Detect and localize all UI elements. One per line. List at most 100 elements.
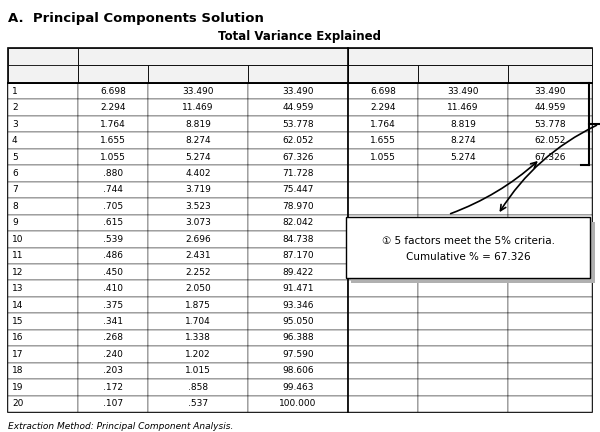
Bar [248, 65, 348, 83]
Bar [8, 99, 78, 116]
Bar [248, 99, 348, 116]
Bar [418, 182, 508, 198]
Bar [8, 83, 78, 99]
Text: 1.764: 1.764 [370, 120, 396, 129]
Bar [148, 83, 248, 99]
Bar [8, 231, 78, 248]
Bar [508, 215, 592, 231]
Bar [348, 280, 418, 297]
Text: 11: 11 [12, 251, 23, 260]
Bar [508, 99, 592, 116]
Text: .240: .240 [103, 350, 123, 359]
Text: 87.170: 87.170 [282, 251, 314, 260]
Bar [148, 396, 248, 412]
Text: 2: 2 [12, 103, 17, 112]
Bar [248, 116, 348, 132]
Bar [348, 65, 418, 83]
Text: .203: .203 [103, 366, 123, 375]
Bar [78, 297, 148, 313]
Text: 1.655: 1.655 [100, 136, 126, 145]
Bar [8, 198, 78, 215]
Bar [148, 346, 248, 362]
Text: 6.698: 6.698 [100, 87, 126, 96]
Bar [248, 264, 348, 280]
Text: 8.274: 8.274 [450, 136, 476, 145]
Text: 75.447: 75.447 [283, 185, 314, 194]
Bar [508, 313, 592, 330]
Text: .880: .880 [103, 169, 123, 178]
Text: .268: .268 [103, 334, 123, 343]
Bar [8, 313, 78, 330]
Bar [8, 132, 78, 149]
Bar [418, 264, 508, 280]
Bar [418, 215, 508, 231]
Bar [248, 198, 348, 215]
Bar [418, 313, 508, 330]
Bar [78, 48, 348, 65]
Text: 3.719: 3.719 [185, 185, 211, 194]
Bar [78, 65, 148, 83]
Bar [348, 264, 418, 280]
Bar [148, 132, 248, 149]
Bar [348, 362, 418, 379]
Bar [248, 379, 348, 396]
Text: 62.052: 62.052 [283, 136, 314, 145]
Text: 8: 8 [12, 202, 18, 211]
Bar [348, 215, 418, 231]
Bar [348, 132, 418, 149]
Text: .615: .615 [103, 218, 123, 227]
Text: 17: 17 [12, 350, 23, 359]
Bar [148, 297, 248, 313]
Text: .539: .539 [103, 235, 123, 244]
Text: 5.274: 5.274 [450, 152, 476, 162]
Bar [148, 165, 248, 182]
Text: .107: .107 [103, 399, 123, 408]
Text: 33.490: 33.490 [282, 87, 314, 96]
Text: 1.704: 1.704 [185, 317, 211, 326]
Text: 100.000: 100.000 [280, 399, 317, 408]
Bar [348, 313, 418, 330]
Bar [418, 198, 508, 215]
Text: 95.050: 95.050 [282, 317, 314, 326]
Bar [418, 297, 508, 313]
Bar [508, 362, 592, 379]
Text: Extraction Method: Principal Component Analysis.: Extraction Method: Principal Component A… [8, 422, 233, 431]
Bar [418, 379, 508, 396]
Bar [508, 83, 592, 99]
Bar [78, 165, 148, 182]
Text: 7: 7 [12, 185, 18, 194]
Bar [418, 65, 508, 83]
Bar [8, 248, 78, 264]
Text: .450: .450 [103, 268, 123, 276]
Bar [248, 313, 348, 330]
Text: 8.274: 8.274 [185, 136, 211, 145]
Text: 2.252: 2.252 [185, 268, 211, 276]
Bar [508, 165, 592, 182]
Bar [148, 264, 248, 280]
Bar [8, 48, 592, 412]
Bar [78, 215, 148, 231]
Bar [148, 379, 248, 396]
Bar [418, 132, 508, 149]
Text: 1.202: 1.202 [185, 350, 211, 359]
Text: Cumulative  %: Cumulative % [266, 70, 330, 79]
Bar [8, 362, 78, 379]
Bar [508, 248, 592, 264]
Bar [508, 346, 592, 362]
Bar [348, 396, 418, 412]
Text: 6.698: 6.698 [370, 87, 396, 96]
Bar [418, 231, 508, 248]
Text: 11.469: 11.469 [182, 103, 214, 112]
Text: Extraction Sums of Squared Loadings: Extraction Sums of Squared Loadings [379, 51, 562, 61]
Text: .486: .486 [103, 251, 123, 260]
Bar [248, 362, 348, 379]
Bar [508, 182, 592, 198]
Bar [248, 396, 348, 412]
Bar [348, 149, 418, 165]
Bar [508, 231, 592, 248]
Bar [8, 48, 592, 65]
Bar [148, 280, 248, 297]
Bar [508, 280, 592, 297]
Bar [8, 330, 78, 346]
Bar [348, 231, 418, 248]
